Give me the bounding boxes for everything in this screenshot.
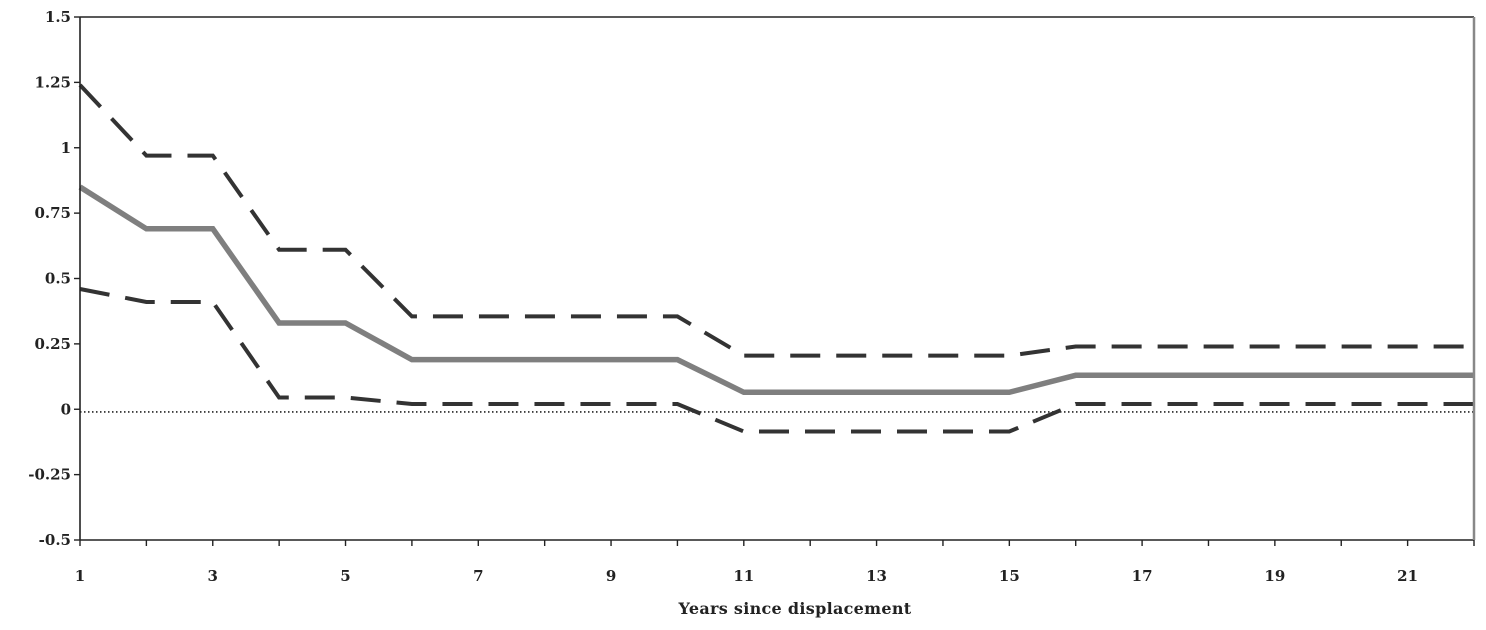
x-tick-label: 7: [473, 567, 483, 585]
y-tick-label: 0: [61, 400, 71, 418]
axes-layer: [74, 16, 1476, 546]
x-axis-title: Years since displacement: [678, 599, 912, 618]
y-tick-label: -0.5: [39, 531, 71, 549]
x-tick-label: 15: [999, 567, 1020, 585]
upper-bound-line: [78, 83, 1474, 358]
x-tick-label: 9: [606, 567, 616, 585]
x-tick-label: 5: [340, 567, 350, 585]
lower-bound-line: [79, 287, 1474, 434]
y-tick-label: 0.75: [34, 204, 71, 222]
x-tick-label: 13: [866, 567, 887, 585]
y-tick-label: 1: [61, 139, 71, 157]
y-tick-label: 1.25: [34, 73, 71, 91]
y-tick-label: 0.5: [45, 270, 71, 288]
series-layer: [78, 83, 1474, 434]
x-tick-label: 1: [75, 567, 85, 585]
x-tick-label: 11: [733, 567, 754, 585]
x-tick-label: 19: [1264, 567, 1285, 585]
x-tick-label: 21: [1397, 567, 1418, 585]
y-tick-label: 1.5: [45, 8, 71, 26]
x-tick-label: 17: [1132, 567, 1153, 585]
estimate-line: [78, 184, 1474, 396]
y-tick-label: 0.25: [34, 335, 71, 353]
y-tick-label: -0.25: [28, 466, 71, 484]
x-tick-label: 3: [208, 567, 218, 585]
